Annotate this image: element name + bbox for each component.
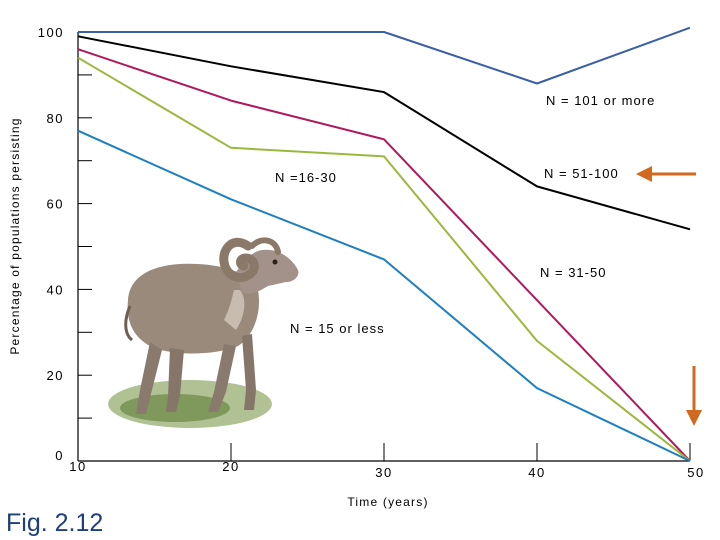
x-tick-label: 20 bbox=[222, 459, 239, 474]
arrow-left-indicator bbox=[636, 166, 696, 182]
bighorn-sheep-illustration bbox=[108, 237, 299, 428]
series-label-n-31-50: N = 31-50 bbox=[540, 265, 606, 280]
x-tick-label: 10 bbox=[69, 459, 86, 474]
y-ticks: 0 20 40 60 80 100 bbox=[38, 25, 92, 463]
arrow-down-indicator bbox=[686, 366, 702, 426]
series-line-4 bbox=[77, 129, 691, 462]
x-axis-title: Time (years) bbox=[347, 495, 428, 509]
series-line-0 bbox=[78, 26, 691, 85]
y-axis-title: Percentage of populations persisting bbox=[8, 117, 22, 354]
y-tick-label: 0 bbox=[55, 448, 64, 463]
figure-caption: Fig. 2.12 bbox=[6, 509, 103, 537]
y-tick-label: 80 bbox=[47, 111, 64, 126]
x-tick-label: 40 bbox=[528, 465, 545, 480]
series-label-n-16-30: N =16-30 bbox=[275, 170, 337, 185]
series-line-3 bbox=[77, 56, 691, 462]
x-tick-label: 50 bbox=[687, 465, 704, 480]
series-line-1 bbox=[77, 35, 691, 231]
y-tick-label: 20 bbox=[47, 368, 64, 383]
x-tick-label: 30 bbox=[375, 465, 392, 480]
series-label-n-15-or-less: N = 15 or less bbox=[290, 321, 385, 336]
series-label-n-101-or-more: N = 101 or more bbox=[546, 93, 655, 108]
y-tick-label: 60 bbox=[47, 197, 64, 212]
y-tick-label: 40 bbox=[47, 282, 64, 297]
series-lines bbox=[77, 26, 691, 462]
series-line-2 bbox=[77, 48, 691, 462]
x-ticks: 10 20 30 40 50 bbox=[69, 443, 704, 480]
y-tick-label: 100 bbox=[38, 25, 64, 40]
series-label-n-51-100: N = 51-100 bbox=[544, 166, 619, 181]
